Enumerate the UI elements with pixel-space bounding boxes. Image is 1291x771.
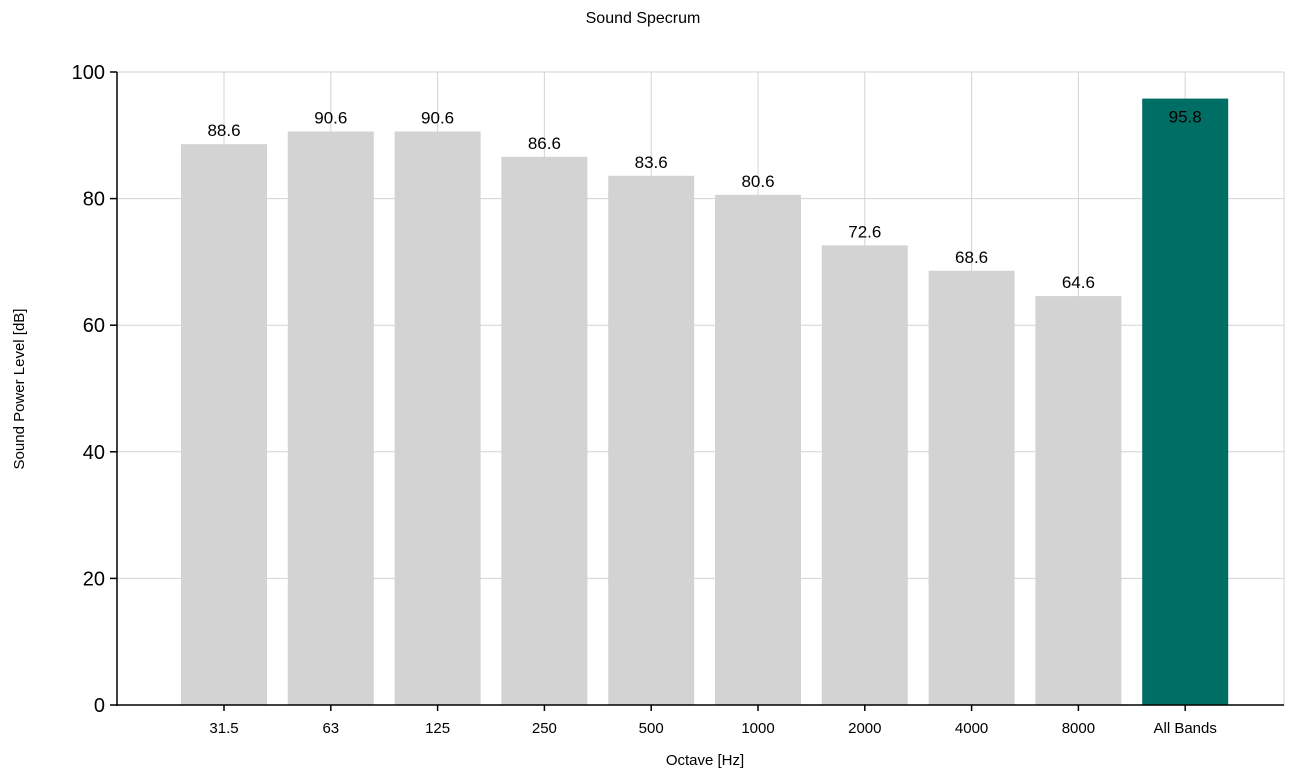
y-tick-label-1: 20 xyxy=(83,568,105,590)
bar-7 xyxy=(928,270,1015,705)
x-tick-label-6: 2000 xyxy=(848,720,881,737)
bar-3 xyxy=(501,156,588,705)
data-label-9: 95.8 xyxy=(1169,108,1202,127)
x-tick-label-3: 250 xyxy=(532,720,557,737)
data-label-1: 90.6 xyxy=(314,109,347,128)
chart-title: Sound Specrum xyxy=(586,10,701,27)
bar-1 xyxy=(287,131,374,705)
bar-0 xyxy=(181,144,267,706)
data-label-8: 64.6 xyxy=(1062,273,1095,292)
y-tick-label-4: 80 xyxy=(83,189,105,211)
y-tick-label-2: 40 xyxy=(83,442,105,464)
x-tick-label-4: 500 xyxy=(639,720,664,737)
data-label-3: 86.6 xyxy=(528,134,561,153)
x-tick-label-8: 8000 xyxy=(1062,720,1095,737)
data-label-4: 83.6 xyxy=(635,153,668,172)
x-tick-label-0: 31.5 xyxy=(209,720,238,737)
bars xyxy=(181,98,1229,706)
data-label-6: 72.6 xyxy=(848,222,881,241)
x-tick-label-5: 1000 xyxy=(741,720,774,737)
data-label-7: 68.6 xyxy=(955,248,988,267)
bar-6 xyxy=(821,245,908,705)
bar-5 xyxy=(715,194,801,705)
bar-2 xyxy=(394,131,481,705)
x-axis-label: Octave [Hz] xyxy=(666,752,744,769)
bar-4 xyxy=(608,175,695,705)
y-tick-label-0: 0 xyxy=(94,695,105,717)
axes xyxy=(110,71,1284,711)
data-label-2: 90.6 xyxy=(421,109,454,128)
y-axis-label: Sound Power Level [dB] xyxy=(11,309,28,470)
bar-all-bands xyxy=(1142,98,1229,705)
x-tick-label-1: 63 xyxy=(322,720,339,737)
data-label-5: 80.6 xyxy=(741,172,774,191)
x-tick-label-2: 125 xyxy=(425,720,450,737)
labels: 88.6 90.6 90.6 86.6 83.6 80.6 72.6 68.6 64.6 95.8… xyxy=(72,62,1217,737)
bar-8 xyxy=(1035,296,1122,705)
x-tick-label-7: 4000 xyxy=(955,720,988,737)
y-tick-label-5: 100 xyxy=(72,62,105,84)
data-label-0: 88.6 xyxy=(207,121,240,140)
x-tick-label-9: All Bands xyxy=(1154,720,1217,737)
y-tick-label-3: 60 xyxy=(83,315,105,337)
